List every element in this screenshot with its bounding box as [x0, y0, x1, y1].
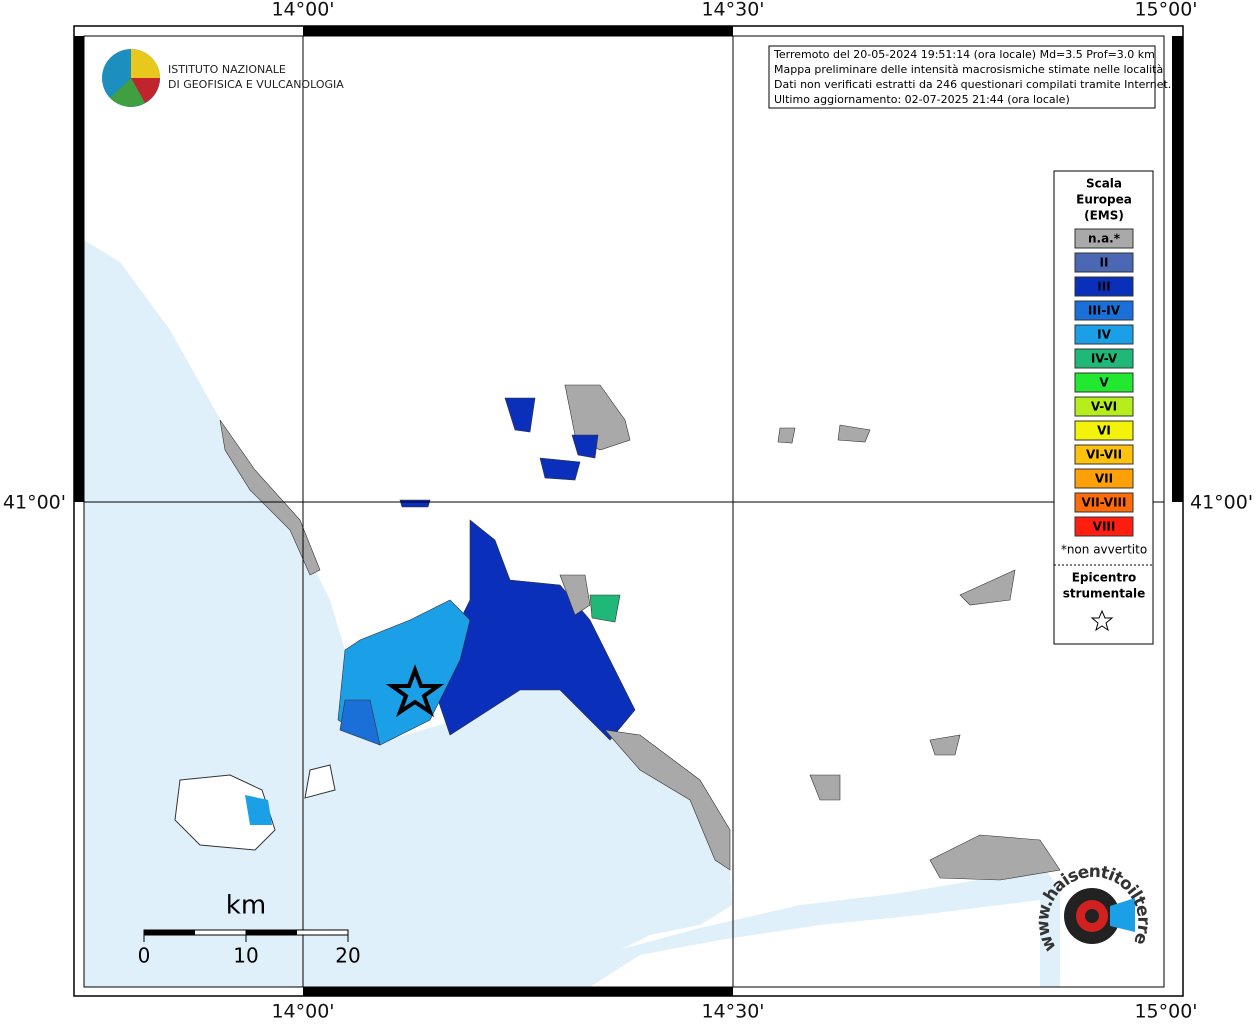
legend-label: III-IV	[1088, 304, 1121, 318]
frame-bar	[303, 987, 733, 996]
legend: ScalaEuropea(EMS)n.a.*IIIIIIII-IVIVIV-VV…	[1054, 177, 1153, 632]
legend-label: II	[1100, 256, 1109, 270]
logo-part	[110, 78, 145, 107]
legend-swatch	[1074, 324, 1134, 345]
area	[929, 734, 961, 756]
area	[571, 434, 599, 459]
legend-epicentre: Epicentro	[1072, 571, 1137, 585]
legend-label: IV	[1097, 328, 1111, 342]
frame-bar	[74, 36, 84, 502]
legend-label: III	[1097, 280, 1110, 294]
scale-ticks: 0 10 20	[138, 930, 361, 968]
scale-tick-label: 20	[335, 944, 360, 968]
area	[929, 834, 1061, 881]
legend-swatch	[1074, 516, 1134, 537]
scale-segment	[144, 930, 195, 935]
info-line: Ultimo aggiornamento: 02-07-2025 21:44 (…	[774, 93, 1070, 106]
watermark-horn	[1110, 898, 1135, 932]
logo-text: ISTITUTO NAZIONALE	[168, 63, 286, 76]
legend-label: V	[1099, 376, 1109, 390]
legend-label: VII	[1095, 472, 1113, 486]
frame-bar	[1172, 36, 1183, 502]
area	[539, 457, 581, 481]
legend-title: (EMS)	[1084, 209, 1124, 223]
area	[777, 427, 796, 444]
legend-label: IV-V	[1091, 352, 1118, 366]
scale-unit: km	[226, 891, 266, 921]
legend-label: n.a.*	[1088, 232, 1121, 246]
legend-swatch	[1074, 396, 1134, 417]
legend-swatch	[1074, 444, 1134, 465]
legend-swatch	[1074, 420, 1134, 441]
legend-swatch	[1074, 372, 1134, 393]
watermark-target	[1085, 909, 1099, 923]
logo-part	[131, 49, 160, 78]
legend-note: *non avvertito	[1061, 543, 1147, 557]
legend-label: VI	[1097, 424, 1111, 438]
legend-star	[1090, 609, 1114, 632]
land	[590, 900, 1040, 987]
legend-title: Scala	[1086, 177, 1122, 191]
area	[837, 424, 871, 443]
legend-epicentre: strumentale	[1063, 587, 1146, 601]
area	[437, 519, 636, 741]
epicentre-star	[385, 664, 445, 718]
scale-segment	[246, 930, 297, 935]
legend-swatch	[1074, 492, 1134, 513]
legend-label: V-VI	[1091, 400, 1117, 414]
info-lines: Terremoto del 20-05-2024 19:51:14 (ora l…	[773, 48, 1171, 106]
area	[219, 419, 321, 576]
lon-label: 14°30'	[701, 1001, 764, 1023]
legend-swatch	[1074, 276, 1134, 297]
legend-label: VII-VIII	[1081, 496, 1126, 510]
area	[959, 569, 1016, 606]
lon-label: 15°00'	[1134, 0, 1197, 21]
lon-label: 15°00'	[1134, 1001, 1197, 1023]
logo: ISTITUTO NAZIONALE DI GEOFISICA E VULCAN…	[102, 49, 344, 107]
area	[604, 729, 731, 871]
area	[339, 699, 381, 746]
logo-text: DI GEOFISICA E VULCANOLOGIA	[168, 78, 344, 91]
legend-title: Europea	[1076, 193, 1132, 207]
area	[245, 795, 272, 825]
lon-label: 14°00'	[271, 1001, 334, 1023]
info-line: Mappa preliminare delle intensità macros…	[774, 63, 1163, 76]
info-line: Dati non verificati estratti da 246 ques…	[774, 78, 1171, 91]
legend-swatch	[1074, 252, 1134, 273]
island	[304, 764, 336, 799]
legend-swatch	[1074, 228, 1134, 249]
area	[504, 397, 536, 433]
lat-label: 41°00'	[3, 492, 66, 514]
legend-label: VI-VII	[1086, 448, 1122, 462]
frame	[73, 25, 1184, 997]
legend-swatch	[1074, 300, 1134, 321]
frame-bar	[303, 26, 733, 36]
lon-label: 14°30'	[701, 0, 764, 21]
area	[559, 574, 591, 616]
area	[589, 594, 621, 623]
legend-swatch	[1074, 468, 1134, 489]
area	[809, 774, 841, 801]
scale-tick-label: 10	[233, 944, 258, 968]
scale-bar: km 0 10 20	[138, 891, 361, 968]
info-line: Terremoto del 20-05-2024 19:51:14 (ora l…	[773, 48, 1155, 61]
info-box	[768, 45, 1156, 109]
logo-part	[131, 78, 160, 103]
lat-label: 41°00'	[1190, 492, 1253, 514]
scale-tick-label: 0	[138, 944, 151, 968]
legend-label: VIII	[1093, 520, 1116, 534]
areas	[219, 384, 1061, 881]
graticule	[84, 36, 1164, 987]
island	[174, 774, 276, 851]
area	[399, 499, 431, 508]
legend-swatch	[1074, 348, 1134, 369]
lon-label: 14°00'	[271, 0, 334, 21]
